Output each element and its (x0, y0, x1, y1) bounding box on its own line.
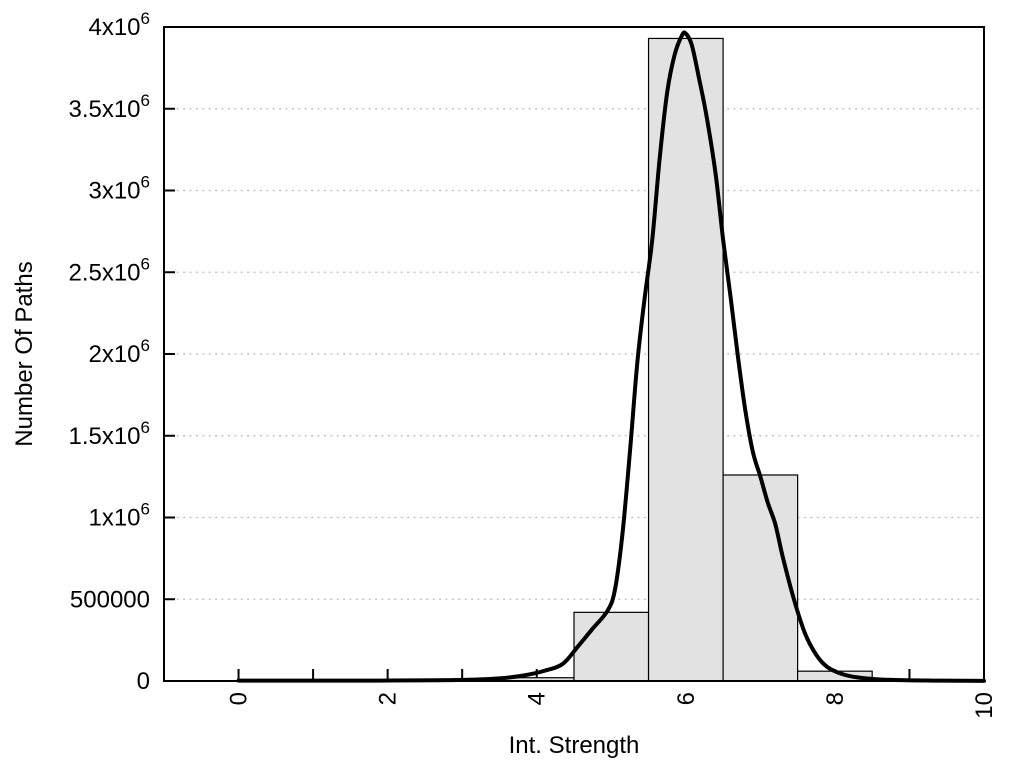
y-tick-label: 2x106 (88, 336, 150, 368)
y-tick-labels: 0 500000 1x106 1.5x106 2x106 2.5x106 3x106 3.5x… (68, 9, 150, 695)
x-tick-labels: 0 2 4 6 8 10 (226, 692, 998, 719)
y-tick-label: 2.5x106 (68, 254, 150, 286)
y-axis-title: Number Of Paths (11, 261, 38, 446)
fit-curve (236, 30, 986, 683)
x-tick-label: 4 (524, 692, 551, 705)
histogram-bar (722, 474, 799, 682)
x-tick-label-group: 2 (375, 692, 402, 705)
y-tick-label: 1x106 (88, 500, 150, 532)
x-tick-label: 6 (673, 692, 700, 705)
x-tick-label-group: 0 (226, 692, 253, 705)
histogram-bars (498, 37, 873, 682)
gridlines (164, 108, 984, 600)
x-tick-label-group: 8 (822, 692, 849, 705)
y-tick-label: 500000 (70, 586, 150, 613)
x-tick-label-group: 4 (524, 692, 551, 705)
y-tick-label: 1.5x106 (68, 418, 150, 450)
x-tick-label-group: 6 (673, 692, 700, 705)
x-axis-title: Int. Strength (509, 732, 640, 759)
plot-frame (163, 26, 985, 682)
histogram-bar (573, 611, 650, 682)
x-tick-label-group: 10 (971, 692, 998, 719)
fit-curve-path (236, 30, 986, 683)
histogram-bar (647, 37, 724, 682)
y-tick-label: 3.5x106 (68, 91, 150, 123)
x-tick-label: 2 (375, 692, 402, 705)
y-tick-label: 0 (137, 668, 150, 695)
plot-border (163, 26, 985, 682)
x-tick-label: 0 (226, 692, 253, 705)
x-tick-label: 10 (971, 692, 998, 719)
y-tick-label: 4x106 (88, 9, 150, 41)
x-tick-label: 8 (822, 692, 849, 705)
y-tick-label: 3x106 (88, 173, 150, 205)
